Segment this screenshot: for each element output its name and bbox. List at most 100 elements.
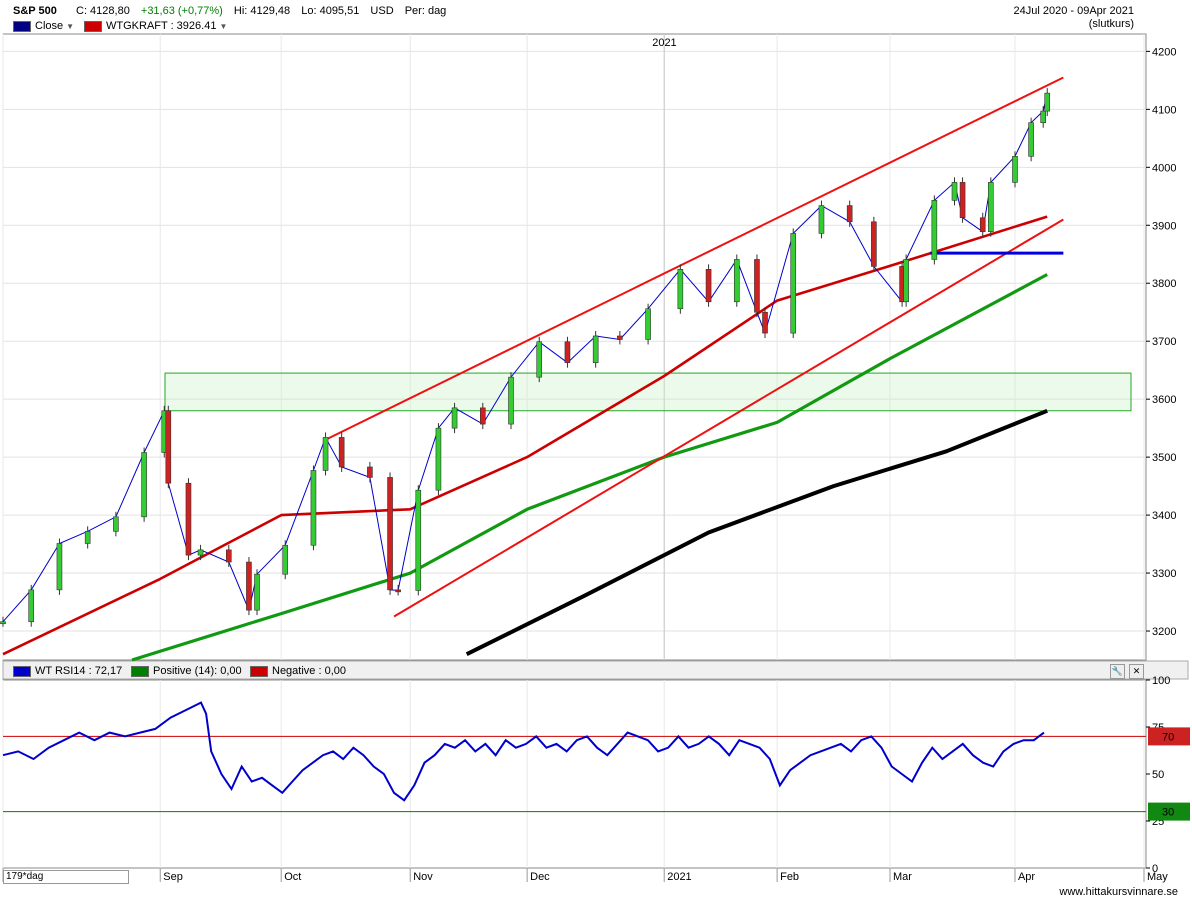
price-panel bbox=[2, 33, 1147, 661]
overbought-badge bbox=[1148, 727, 1190, 746]
candle bbox=[84, 531, 91, 544]
date-range-block: 24Jul 2020 - 09Apr 2021 (slutkurs) bbox=[1014, 5, 1134, 31]
month-label: Dec bbox=[530, 871, 550, 883]
chevron-down-icon[interactable]: ▼ bbox=[66, 21, 75, 31]
month-label: Mar bbox=[893, 871, 912, 883]
candle bbox=[705, 269, 712, 303]
candle bbox=[754, 259, 760, 313]
candle bbox=[141, 452, 147, 518]
positive-swatch bbox=[131, 665, 149, 677]
oversold-badge bbox=[1148, 802, 1190, 821]
candle bbox=[959, 182, 966, 219]
quote-summary: C: 4128,80 +31,63 (+0,77%) Hi: 4129,48 L… bbox=[76, 5, 454, 17]
moving-average-ma200 bbox=[465, 408, 1048, 656]
candle bbox=[451, 407, 458, 429]
candle bbox=[282, 544, 289, 575]
candle bbox=[56, 543, 63, 591]
footer-site[interactable]: www.hittakursvinnare.se bbox=[1059, 886, 1178, 898]
oversold-label: 30 bbox=[1162, 807, 1174, 819]
close-icon[interactable]: ✕ bbox=[1129, 664, 1144, 679]
moving-average-ma100 bbox=[131, 273, 1048, 662]
legend-positive[interactable]: Positive (14): 0,00 bbox=[131, 665, 242, 677]
price-type: (slutkurs) bbox=[1088, 18, 1134, 30]
candle bbox=[0, 621, 6, 625]
candle bbox=[322, 437, 329, 471]
candle bbox=[387, 477, 393, 591]
candle bbox=[28, 589, 35, 623]
month-label: Feb bbox=[780, 871, 799, 883]
candle bbox=[1028, 122, 1034, 157]
candle bbox=[367, 466, 373, 478]
legend-negative-label: Negative : 0,00 bbox=[272, 665, 346, 677]
candle bbox=[645, 308, 651, 340]
wtgkraft-swatch bbox=[84, 20, 102, 32]
price-tick-label: 4200 bbox=[1152, 46, 1176, 58]
negative-swatch bbox=[250, 665, 268, 677]
rsi-line bbox=[2, 701, 1045, 802]
price-tick-label: 3700 bbox=[1152, 336, 1176, 348]
candle bbox=[435, 427, 442, 491]
wrench-icon[interactable]: 🔧 bbox=[1110, 664, 1125, 679]
candle bbox=[677, 269, 684, 310]
legend-wtgkraft-label: WTGKRAFT : 3926.41 bbox=[106, 20, 217, 32]
resistance-zone bbox=[164, 372, 1132, 412]
candle bbox=[338, 437, 345, 468]
period-box[interactable]: 179*dag bbox=[3, 870, 129, 884]
candle bbox=[508, 376, 514, 425]
rsi-header-bar bbox=[2, 660, 1189, 680]
candle bbox=[903, 259, 909, 303]
candle bbox=[564, 341, 571, 363]
rsi-swatch bbox=[13, 665, 31, 677]
channel-line-upper bbox=[325, 76, 1064, 441]
legend-positive-label: Positive (14): 0,00 bbox=[153, 665, 242, 677]
price-tick-label: 3900 bbox=[1152, 220, 1176, 232]
legend-close[interactable]: Close ▼ bbox=[13, 20, 74, 32]
date-range: 24Jul 2020 - 09Apr 2021 bbox=[1013, 5, 1134, 17]
candle bbox=[931, 200, 938, 260]
rsi-tick-label: 0 bbox=[1152, 863, 1158, 875]
month-label: Nov bbox=[413, 871, 433, 883]
price-tick-label: 3200 bbox=[1152, 626, 1176, 638]
candle bbox=[310, 470, 317, 546]
candle bbox=[1040, 110, 1047, 123]
candle bbox=[846, 205, 853, 223]
rsi-panel bbox=[2, 679, 1147, 869]
price-tick-label: 3500 bbox=[1152, 452, 1176, 464]
candle bbox=[790, 233, 797, 334]
legend-rsi[interactable]: WT RSI14 : 72,17 bbox=[13, 665, 122, 677]
candle bbox=[818, 205, 825, 234]
candle bbox=[762, 311, 768, 334]
candle bbox=[415, 489, 422, 591]
rsi-tick-label: 50 bbox=[1152, 769, 1164, 781]
price-tick-label: 3400 bbox=[1152, 510, 1176, 522]
change-value: +31,63 (+0,77%) bbox=[140, 5, 223, 17]
legend-close-label: Close bbox=[35, 20, 64, 32]
channel-line-lower bbox=[393, 218, 1064, 618]
chevron-down-icon[interactable]: ▼ bbox=[219, 21, 228, 31]
year-marker: 2021 bbox=[652, 37, 676, 49]
candle bbox=[871, 221, 877, 267]
price-tick-label: 4000 bbox=[1152, 162, 1176, 174]
price-tick-label: 3300 bbox=[1152, 568, 1176, 580]
overbought-label: 70 bbox=[1162, 731, 1174, 743]
ticker-name: S&P 500 bbox=[13, 5, 57, 17]
period: Per: dag bbox=[404, 5, 447, 17]
chart-header: S&P 500 C: 4128,80 +31,63 (+0,77%) Hi: 4… bbox=[0, 0, 1146, 34]
candle bbox=[987, 182, 994, 232]
month-label: May bbox=[1147, 871, 1168, 883]
candle bbox=[536, 341, 543, 378]
price-tick-label: 3600 bbox=[1152, 394, 1176, 406]
legend-wtgkraft[interactable]: WTGKRAFT : 3926.41 ▼ bbox=[84, 20, 227, 32]
candle bbox=[479, 407, 486, 425]
legend-negative[interactable]: Negative : 0,00 bbox=[250, 665, 346, 677]
candle bbox=[617, 335, 623, 340]
month-label: 2021 bbox=[667, 871, 691, 883]
candle bbox=[165, 410, 172, 484]
candle bbox=[395, 589, 401, 593]
candle bbox=[951, 182, 958, 201]
month-label: Sep bbox=[163, 871, 183, 883]
close-swatch bbox=[13, 20, 31, 32]
rsi-tick-label: 100 bbox=[1152, 675, 1170, 687]
candle bbox=[1044, 92, 1051, 112]
